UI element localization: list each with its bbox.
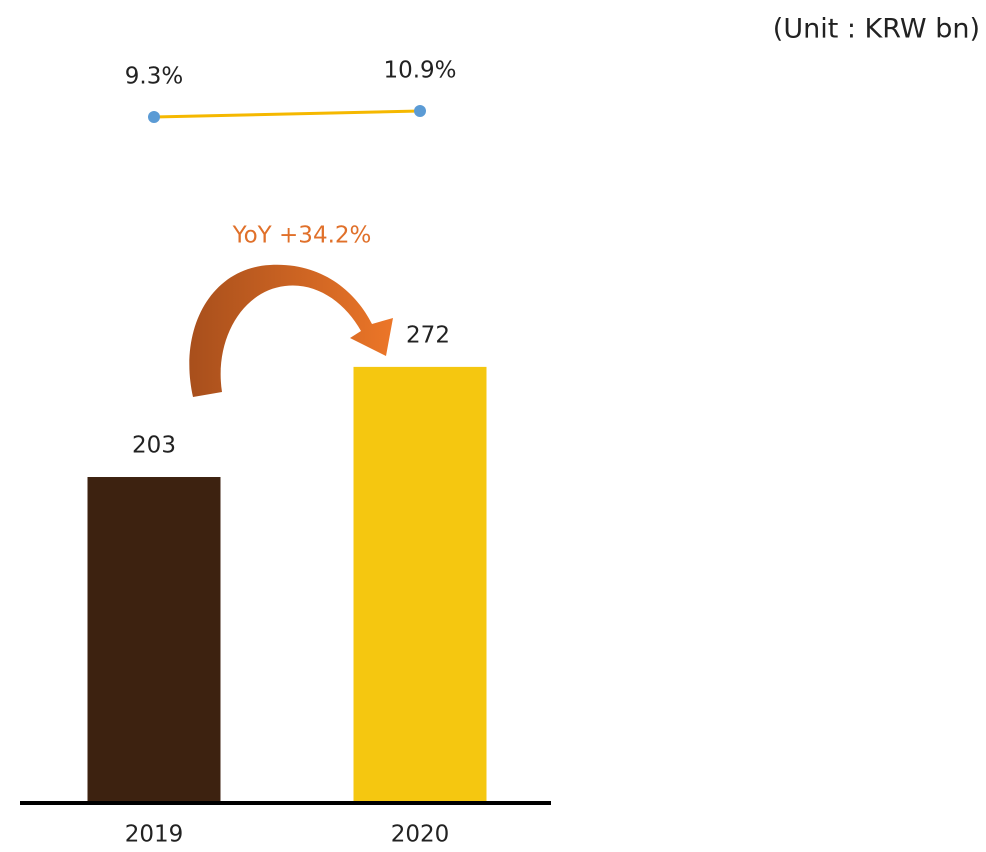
value-label: 203 [132,433,176,459]
value-label: 272 [406,322,450,348]
ratio-point [148,111,160,123]
annotation: YoY +34.2% [232,223,372,249]
ratio-label: 10.9% [383,58,456,84]
x-tick-label: 2019 [125,822,184,848]
ratio-line [153,109,421,119]
unit-label: (Unit : KRW bn) [773,14,980,45]
ratio-point [414,105,426,117]
yoy-arrow [189,264,393,397]
bar [353,366,487,801]
ratio-label: 9.3% [125,64,183,90]
bar [87,477,221,801]
x-tick-label: 2020 [391,822,450,848]
